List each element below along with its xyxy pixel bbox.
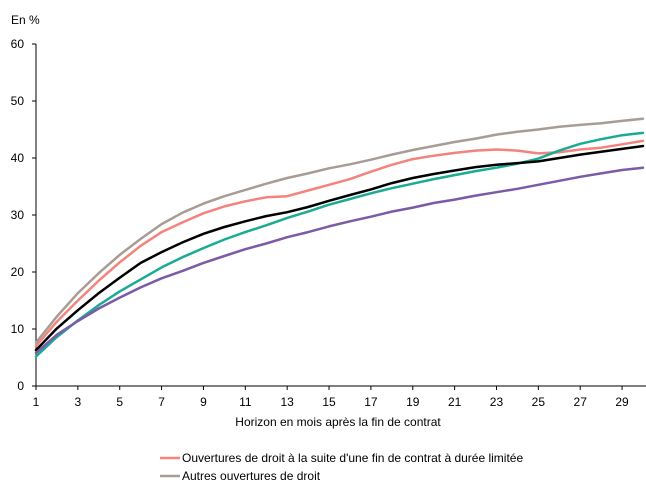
- y-tick-label: 40: [11, 151, 25, 165]
- y-axis-title: En %: [11, 13, 40, 27]
- x-tick-label: 21: [448, 395, 462, 409]
- x-tick-label: 5: [116, 395, 123, 409]
- x-tick-label: 1: [33, 395, 40, 409]
- series-lines: [36, 119, 643, 357]
- x-axis-title: Horizon en mois après la fin de contrat: [235, 415, 441, 429]
- y-tick-label: 60: [11, 37, 25, 51]
- x-tick-label: 9: [200, 395, 207, 409]
- x-tick-label: 25: [532, 395, 546, 409]
- x-tick-label: 7: [158, 395, 165, 409]
- x-tick-label: 23: [490, 395, 504, 409]
- x-tick-label: 15: [322, 395, 336, 409]
- x-tick-label: 29: [615, 395, 629, 409]
- x-tick-label: 13: [280, 395, 294, 409]
- x-tick-label: 17: [364, 395, 378, 409]
- legend-label: Autres ouvertures de droit: [182, 469, 321, 483]
- y-tick-label: 0: [17, 379, 24, 393]
- x-tick-label: 3: [75, 395, 82, 409]
- x-tick-label: 27: [574, 395, 588, 409]
- y-tick-label: 30: [11, 208, 25, 222]
- y-tick-label: 10: [11, 322, 25, 336]
- y-tick-label: 20: [11, 265, 25, 279]
- series-line-5: [36, 168, 643, 353]
- x-tick-label: 19: [406, 395, 420, 409]
- legend-label: Ouvertures de droit à la suite d'une fin…: [182, 451, 523, 465]
- x-tick-label: 11: [239, 395, 252, 409]
- x-ticks: 1 3 5 7 9 11 13 15 17 19 21 23 25 27 29: [33, 386, 629, 409]
- y-tick-label: 50: [11, 94, 25, 108]
- series-line-1: [36, 141, 643, 346]
- legend: Ouvertures de droit à la suite d'une fin…: [160, 451, 523, 483]
- y-ticks: 0 10 20 30 40 50 60: [11, 37, 36, 393]
